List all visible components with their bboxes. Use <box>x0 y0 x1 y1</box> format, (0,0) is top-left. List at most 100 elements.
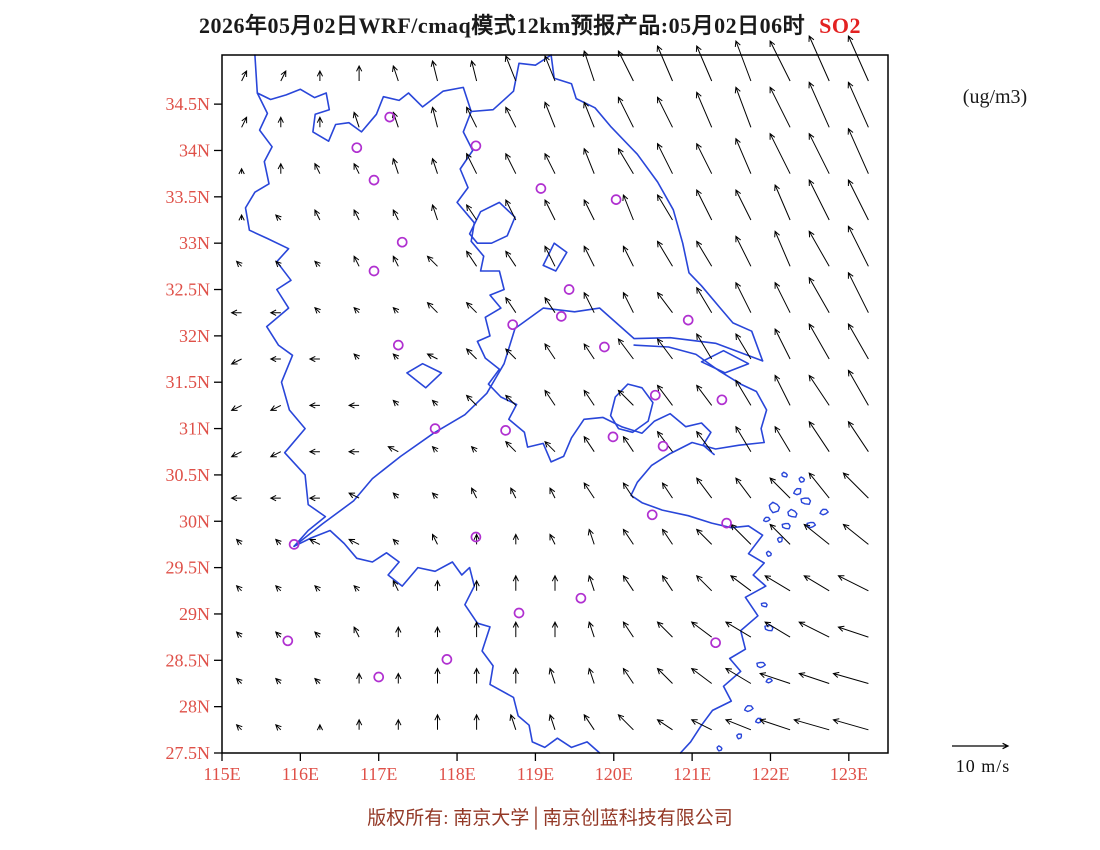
wind-arrow <box>769 477 791 499</box>
wind-arrow <box>656 291 673 313</box>
island <box>754 717 762 724</box>
wind-arrow <box>656 240 673 267</box>
wind-arrow <box>308 355 320 363</box>
lon-tick-label: 120E <box>595 764 633 784</box>
wind-arrow <box>735 235 752 267</box>
station-marker <box>610 194 622 205</box>
wind-arrow <box>724 667 752 684</box>
wind-arrow <box>656 96 673 128</box>
island <box>793 487 802 496</box>
wind-arrow <box>544 54 556 82</box>
wind-arrow <box>774 425 791 452</box>
station-marker <box>384 111 396 123</box>
lon-tick-label: 123E <box>830 764 868 784</box>
station-marker <box>507 319 519 331</box>
station-marker <box>392 339 404 351</box>
wind-arrow <box>544 199 556 221</box>
wind-arrow <box>544 343 556 360</box>
wind-arrow <box>583 147 595 174</box>
lon-tick-label: 119E <box>517 764 554 784</box>
wind-arrow <box>661 528 673 545</box>
wind-arrow <box>275 724 282 731</box>
wind-arrow <box>837 625 869 638</box>
wind-arrow <box>392 399 400 407</box>
wind-arrow <box>353 353 360 360</box>
station-marker <box>721 517 732 529</box>
wind-arrow <box>430 106 438 128</box>
wind-arrow <box>353 209 360 221</box>
station-marker <box>441 654 453 665</box>
lat-tick-label: 31N <box>179 419 210 439</box>
wind-arrow <box>470 445 478 453</box>
plot-title-text: 2026年05月02日WRF/cmaq模式12km预报产品:05月02日06时 <box>198 13 806 38</box>
wind-arrow <box>617 714 634 731</box>
wind-arrow <box>808 132 830 174</box>
lat-tick-label: 28N <box>179 697 210 717</box>
boundary-south-border <box>293 529 601 754</box>
wind-arrow <box>314 585 321 592</box>
wind-arrow <box>774 230 791 267</box>
wind-arrow <box>469 59 478 82</box>
island <box>776 536 783 543</box>
wind-arrow <box>314 677 321 685</box>
station-marker <box>563 284 575 295</box>
wind-arrow <box>583 291 595 313</box>
wind-arrow <box>832 671 869 684</box>
wind-arrow <box>656 719 673 731</box>
wind-arrow <box>544 245 556 267</box>
wind-arrow <box>696 333 713 360</box>
wind-arrow <box>808 374 830 406</box>
wind-arrow <box>512 533 519 545</box>
lon-tick-label: 116E <box>282 764 319 784</box>
lat-tick-label: 32.5N <box>166 280 211 300</box>
wind-arrow <box>314 260 321 268</box>
station-marker <box>607 431 619 443</box>
wind-arrow <box>275 538 282 546</box>
wind-arrow <box>583 245 595 267</box>
wind-arrow <box>510 487 517 499</box>
wind-arrow <box>466 106 478 128</box>
boundary-jiangsu-coast <box>550 54 764 362</box>
wind-arrow <box>277 116 284 128</box>
wind-arrow <box>387 446 399 453</box>
boundary-south-coast <box>630 344 768 754</box>
wind-arrow <box>544 296 556 313</box>
wind-arrow <box>808 34 830 82</box>
wind-arrow <box>314 306 321 314</box>
wind-arrow <box>695 91 713 128</box>
wind-arrow <box>735 425 752 452</box>
wind-arrow <box>803 523 830 545</box>
wind-arrow <box>622 482 634 499</box>
wind-arrow <box>587 528 595 545</box>
wind-arrow <box>434 713 441 730</box>
lat-tick-label: 33N <box>179 233 210 253</box>
island <box>819 508 829 516</box>
wind-arrow <box>275 631 282 638</box>
station-marker <box>470 140 482 152</box>
wind-arrow <box>392 157 399 174</box>
station-marker <box>535 183 547 194</box>
lake-chaohu <box>406 362 443 389</box>
lat-tick-label: 29N <box>179 604 210 624</box>
island <box>716 745 723 752</box>
wind-arrow <box>656 142 673 174</box>
wind-arrow <box>734 39 752 82</box>
wind-arrow <box>847 323 869 360</box>
wind-arrow <box>235 724 243 731</box>
wind-arrow <box>348 492 360 499</box>
wind-arrow <box>316 69 324 81</box>
lat-tick-label: 33.5N <box>166 187 211 207</box>
wind-arrow <box>426 301 438 314</box>
wind-arrow <box>316 723 324 731</box>
wind-arrow <box>269 494 281 502</box>
wind-arrow <box>544 389 556 406</box>
wind-arrow <box>356 672 363 684</box>
wind-arrow <box>735 189 752 221</box>
wind-arrow <box>230 494 242 502</box>
wind-arrow <box>808 472 830 499</box>
island <box>736 733 743 740</box>
wind-arrow <box>548 713 556 730</box>
wind-arrow <box>308 494 320 502</box>
island <box>760 602 768 608</box>
wind-arrow <box>395 718 402 730</box>
